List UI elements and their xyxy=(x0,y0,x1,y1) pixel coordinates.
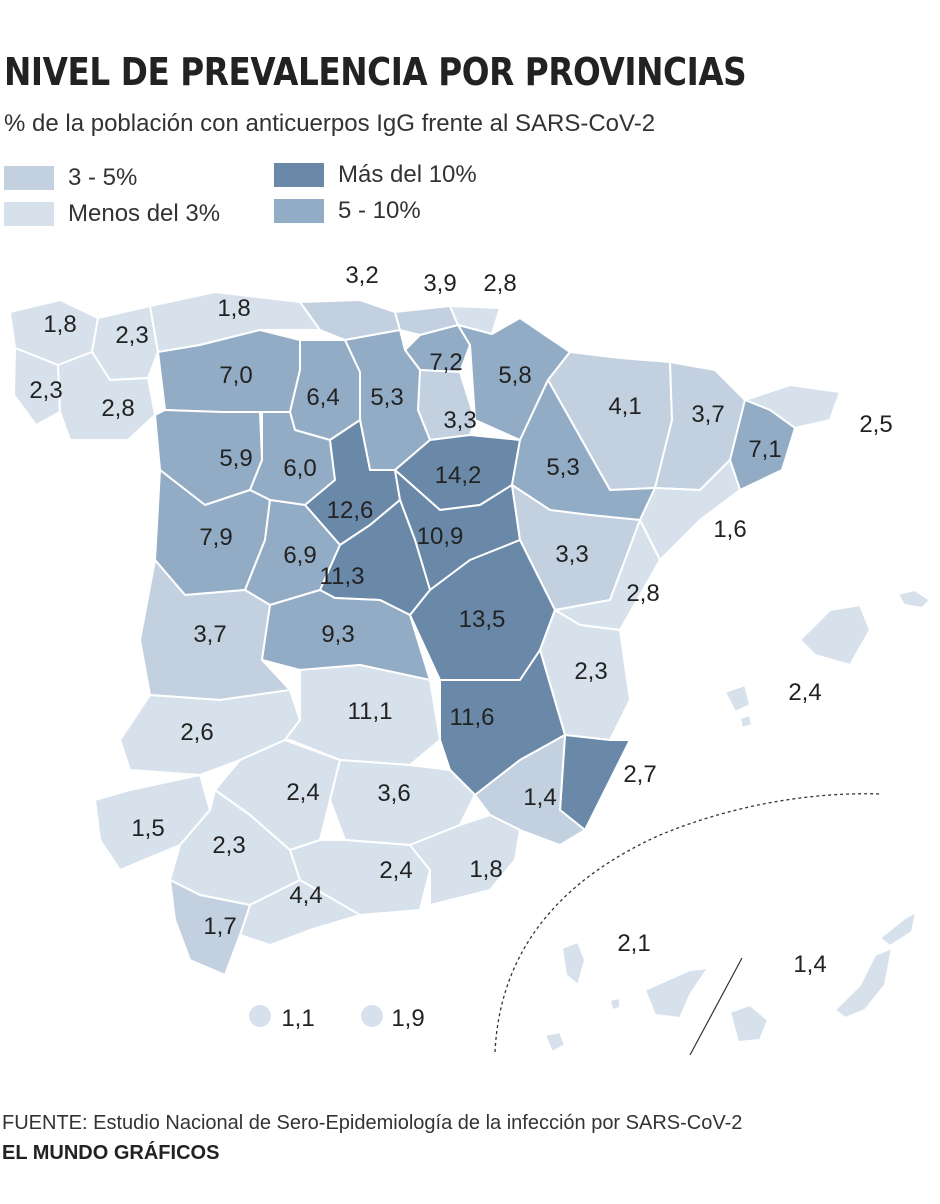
value-label-valladolid: 6,0 xyxy=(283,455,316,482)
value-label-soria: 14,2 xyxy=(435,462,482,489)
province-las-palmas xyxy=(729,1004,769,1043)
legend-item-lt3: Menos del 3% xyxy=(4,199,220,229)
value-label-tarragona: 1,6 xyxy=(713,516,746,543)
value-label-burgos: 5,3 xyxy=(370,384,403,411)
spain-choropleth-map: 1,8 2,3 2,3 2,8 1,8 3,2 3,9 2,8 7,2 5,8 3,3 7,0 6,4 5… xyxy=(9,262,931,1056)
value-label-murcia: 1,4 xyxy=(523,784,556,811)
province-santa-cruz-de-tenerife xyxy=(644,967,709,1019)
value-label-cantabria: 3,2 xyxy=(345,262,378,289)
value-label-sevilla: 2,3 xyxy=(212,832,245,859)
value-label-lleida: 3,7 xyxy=(691,401,724,428)
value-label-cáceres: 3,7 xyxy=(193,621,226,648)
value-label-castellón: 2,8 xyxy=(626,580,659,607)
province-las-palmas xyxy=(879,911,917,947)
value-label-badajoz: 2,6 xyxy=(180,719,213,746)
province-ceuta xyxy=(247,1003,273,1029)
province-santa-cruz-de-tenerife xyxy=(544,1031,566,1053)
province-albacete xyxy=(559,734,631,831)
value-label-salamanca: 7,9 xyxy=(199,524,232,551)
value-label-navarra: 5,8 xyxy=(498,362,531,389)
value-label-a-coruña: 1,8 xyxy=(43,311,76,338)
credit-line: EL MUNDO GRÁFICOS xyxy=(2,1142,220,1164)
value-label-albacete: 11,6 xyxy=(450,704,495,731)
value-label-ceuta: 1,1 xyxy=(281,1005,314,1032)
province-santa-cruz-de-tenerife xyxy=(609,997,621,1011)
value-label-ávila: 6,9 xyxy=(283,542,316,569)
legend-label: 3 - 5% xyxy=(68,164,138,191)
legend-label: Menos del 3% xyxy=(68,200,221,227)
legend-swatch xyxy=(4,166,54,190)
legend-swatch xyxy=(274,163,324,187)
value-label-valencia: 2,3 xyxy=(574,658,607,685)
province-las-palmas xyxy=(834,947,893,1019)
province-málaga xyxy=(169,879,251,976)
value-label-zaragoza: 5,3 xyxy=(546,454,579,481)
province-cádiz xyxy=(799,604,871,666)
province-cádiz xyxy=(739,714,753,729)
province-pontevedra xyxy=(13,347,61,426)
source-note: FUENTE: Estudio Nacional de Sero-Epidemi… xyxy=(2,1112,743,1134)
value-label-álava: 7,2 xyxy=(429,349,462,376)
legend-item-5-10: 5 - 10% xyxy=(274,196,421,226)
province-melilla xyxy=(359,1003,385,1029)
value-label-segovia: 12,6 xyxy=(327,497,374,524)
legend-label: 5 - 10% xyxy=(338,197,421,224)
value-label-lugo: 2,3 xyxy=(115,322,148,349)
province-cádiz xyxy=(724,684,751,713)
value-label-bizkaia: 3,9 xyxy=(423,270,456,297)
value-label-ourense: 2,8 xyxy=(101,395,134,422)
value-label-cuenca: 13,5 xyxy=(459,606,506,633)
legend-item-3-5: 3 - 5% xyxy=(4,163,137,193)
province-cádiz xyxy=(897,589,931,609)
value-label-cádiz: 1,7 xyxy=(203,913,236,940)
legend-swatch xyxy=(4,202,54,226)
value-label-toledo: 9,3 xyxy=(321,621,354,648)
province-toledo xyxy=(261,589,431,681)
province-cáceres xyxy=(139,559,291,701)
value-label-girona: 2,5 xyxy=(859,411,892,438)
value-label-teruel: 3,3 xyxy=(555,541,588,568)
value-label-almería: 1,8 xyxy=(469,856,502,883)
value-label-guadalajara: 10,9 xyxy=(417,523,464,550)
value-label-granada: 2,4 xyxy=(379,857,412,884)
value-label-jaén: 3,6 xyxy=(377,780,410,807)
value-label-málaga: 4,4 xyxy=(289,882,322,909)
value-label-la-rioja: 3,3 xyxy=(443,407,476,434)
legend-item-gt10: Más del 10% xyxy=(274,160,477,190)
value-label-pontevedra: 2,3 xyxy=(29,377,62,404)
province-granada xyxy=(409,814,521,906)
chart-title: NIVEL DE PREVALENCIA POR PROVINCIAS xyxy=(4,50,747,94)
value-label-palencia: 6,4 xyxy=(306,384,339,411)
value-label-gipuzkoa: 2,8 xyxy=(483,270,516,297)
value-label-madrid: 11,3 xyxy=(320,563,365,590)
canarias-inset-border xyxy=(494,793,881,1053)
value-label-zamora: 5,9 xyxy=(219,445,252,472)
value-label-huelva: 1,5 xyxy=(131,815,164,842)
value-label-huesca: 4,1 xyxy=(608,393,641,420)
chart-subtitle: % de la población con anticuerpos IgG fr… xyxy=(4,110,656,137)
value-label-santa-cruz-de-tenerife: 2,1 xyxy=(617,930,650,957)
value-label-barcelona: 7,1 xyxy=(748,436,781,463)
canarias-inset-divider xyxy=(689,957,743,1056)
value-label-córdoba: 2,4 xyxy=(286,779,319,806)
legend-label: Más del 10% xyxy=(338,161,477,188)
value-label-león: 7,0 xyxy=(219,362,252,389)
value-label-asturias: 1,8 xyxy=(217,295,250,322)
legend-swatch xyxy=(274,199,324,223)
province-santa-cruz-de-tenerife xyxy=(561,941,586,986)
value-label-ciudad-real: 11,1 xyxy=(348,698,393,725)
value-label-las-palmas: 1,4 xyxy=(793,951,826,978)
value-label-alicante: 2,7 xyxy=(623,761,656,788)
value-label-melilla: 1,9 xyxy=(391,1005,424,1032)
value-label-illes-balears: 2,4 xyxy=(788,679,821,706)
